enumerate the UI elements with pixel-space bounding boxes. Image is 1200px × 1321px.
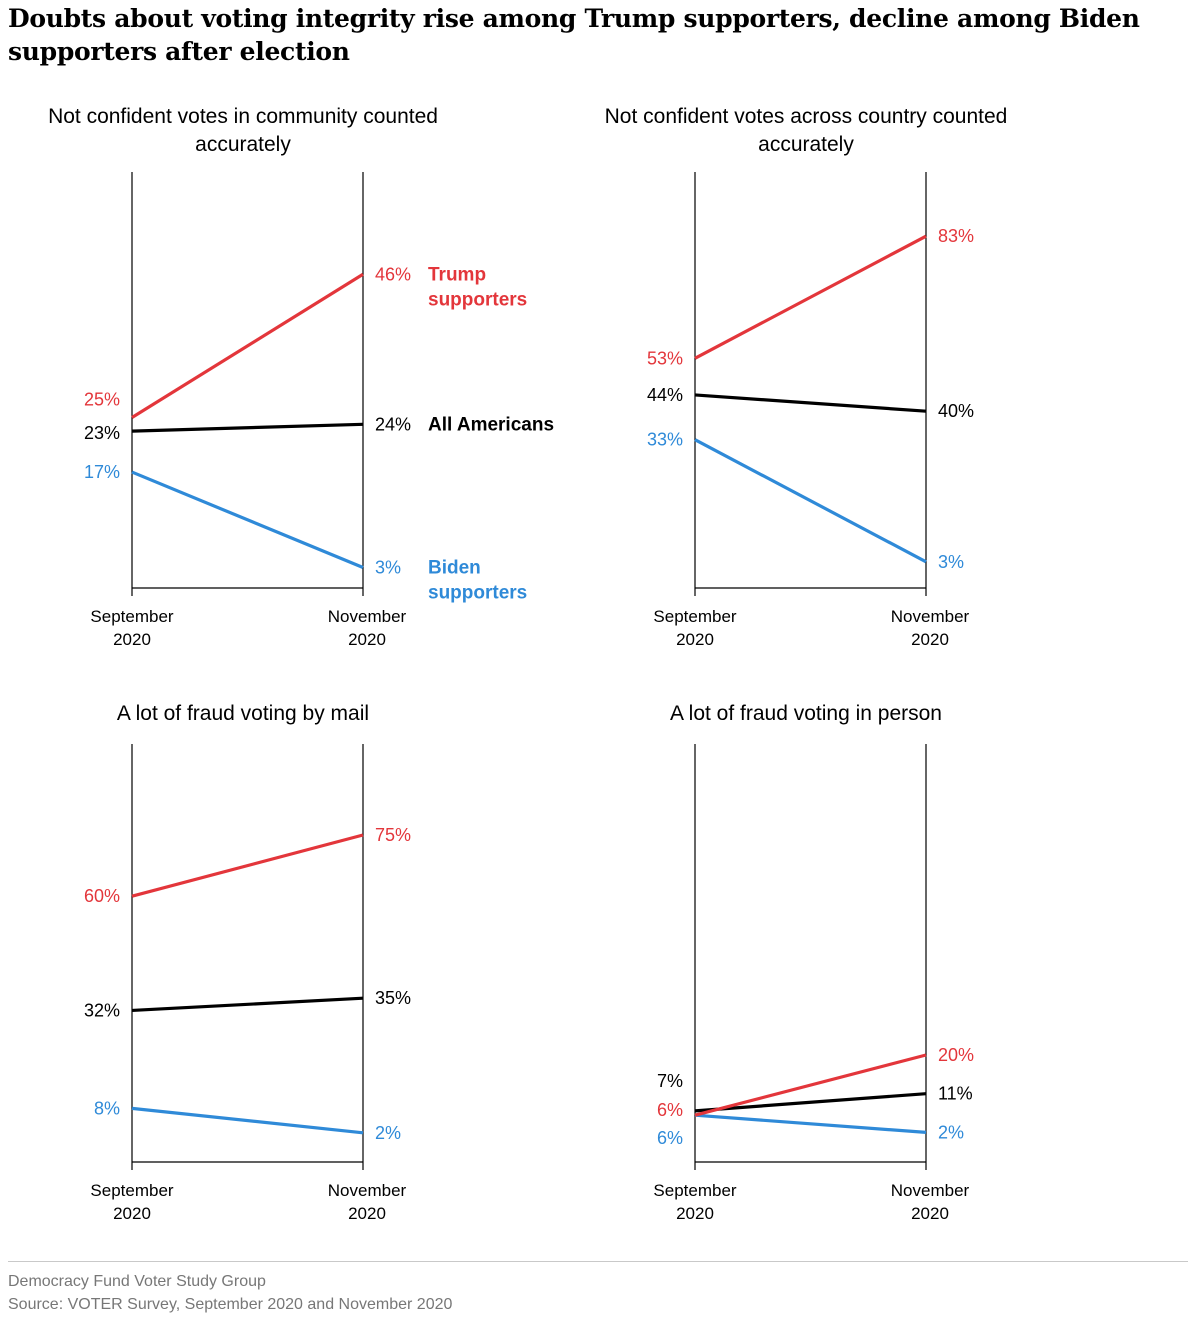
x-tick-label: September 2020 [90,1181,173,1223]
x-tick-label: November 2020 [891,1181,970,1223]
series-line-trump [131,272,364,419]
value-label-biden-november: 3% [938,552,964,572]
series-line-trump [694,1053,927,1117]
series-line-trump [694,234,927,360]
series-line-biden [131,1106,364,1135]
x-tick-label: September 2020 [90,607,173,649]
series-name-trump: Trump supporters [428,264,527,310]
series-line-all [131,996,364,1013]
value-label-trump-november: 83% [938,226,974,246]
series-line-all [131,422,364,433]
panel-title-in-person-fraud: A lot of fraud voting in person [669,702,942,725]
series-line-all [694,1092,927,1113]
footer-source: Source: VOTER Survey, September 2020 and… [8,1296,453,1313]
panel-title-mail-fraud: A lot of fraud voting by mail [116,702,370,725]
value-label-biden-november: 2% [375,1123,401,1143]
panel-title-community: Not confident votes in community counted… [48,105,438,156]
footer-divider [8,1261,1188,1262]
value-label-all-november: 40% [938,401,974,421]
value-label-all-september: 44% [647,385,683,405]
value-label-trump-september: 25% [84,390,120,410]
value-label-all-september: 23% [84,423,120,443]
value-label-biden-november: 3% [375,558,401,578]
value-label-trump-september: 6% [657,1100,683,1120]
value-label-trump-november: 46% [375,264,411,284]
x-tick-label: November 2020 [328,607,407,649]
x-tick-label: September 2020 [653,607,736,649]
series-line-trump [131,833,364,898]
value-label-trump-september: 60% [84,886,120,906]
panel-title-country: Not confident votes across country count… [604,105,1008,156]
x-tick-label: November 2020 [891,607,970,649]
chart-title: Doubts about voting integrity rise among… [8,4,1140,66]
series-line-biden [131,470,364,570]
value-label-biden-september: 6% [657,1128,683,1148]
value-label-all-november: 11% [938,1084,973,1104]
value-label-biden-september: 33% [647,430,683,450]
x-tick-label: November 2020 [328,1181,407,1223]
series-name-biden: Biden supporters [428,558,527,604]
value-label-all-november: 24% [375,414,411,434]
value-label-all-september: 7% [657,1071,683,1091]
value-label-trump-november: 75% [375,825,411,845]
value-label-trump-november: 20% [938,1045,974,1065]
value-label-all-november: 35% [375,988,411,1008]
series-name-all: All Americans [428,414,554,435]
value-label-trump-september: 53% [647,348,683,368]
footer-organization: Democracy Fund Voter Study Group [8,1273,266,1290]
series-line-all [694,393,927,413]
value-label-biden-september: 17% [84,462,120,482]
value-label-all-september: 32% [84,1000,120,1020]
series-line-biden [694,1113,927,1134]
x-tick-label: September 2020 [653,1181,736,1223]
value-label-biden-november: 2% [938,1122,964,1142]
series-line-biden [694,438,927,564]
value-label-biden-september: 8% [94,1098,120,1118]
